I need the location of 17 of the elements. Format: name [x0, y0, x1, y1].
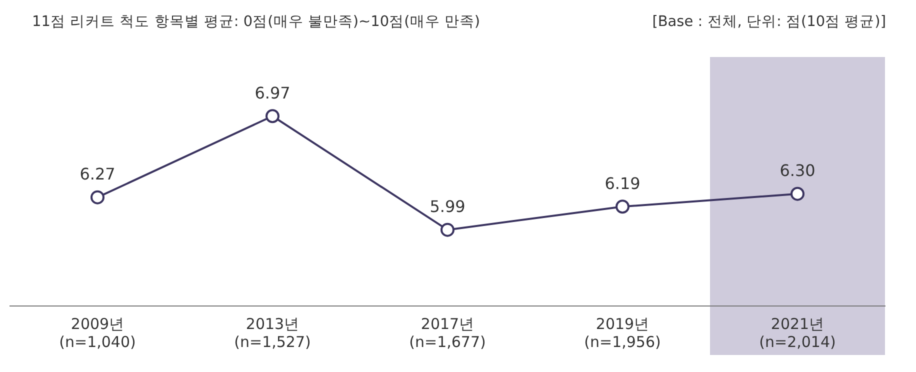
point [266, 109, 280, 124]
chart-title: 11점 리커트 척도 항목별 평균: 0점(매우 불만족)~10점(매우 만족) [32, 13, 480, 31]
data-label: 6.27 [80, 164, 116, 184]
x-tick-label: 2017년 (n=1,677) [409, 314, 486, 351]
data-label: 6.30 [780, 161, 816, 180]
point [616, 200, 630, 214]
data-label: 6.97 [254, 83, 290, 102]
text: [Base : 전체, 단위: 점(10점 평균)] [652, 13, 886, 31]
x-tick-label: 2021년 (n=2,014) [759, 314, 836, 351]
data-label: 6.19 [604, 174, 640, 193]
point [790, 186, 804, 201]
x-tick-label: 2009년 (n=1,040) [59, 314, 136, 351]
x-tick-label: 2019년 (n=1,956) [584, 314, 661, 351]
x-tick-label: 2013년 (n=1,527) [234, 314, 311, 351]
point [90, 190, 104, 204]
data-label: 5.99 [430, 196, 466, 216]
point [440, 222, 454, 237]
